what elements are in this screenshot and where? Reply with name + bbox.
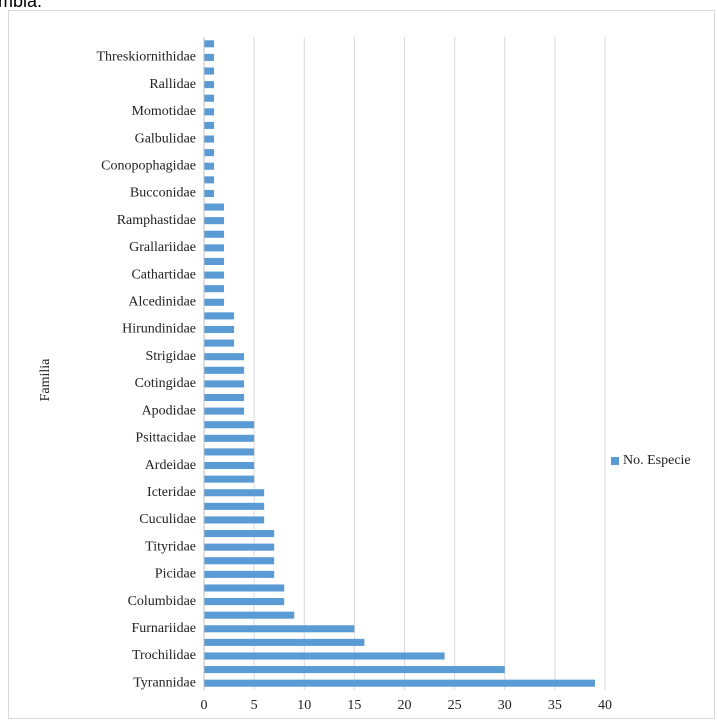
legend-swatch [611, 457, 619, 465]
x-tick-label: 35 [548, 698, 562, 713]
bar [204, 366, 245, 374]
x-tick-label: 40 [598, 698, 612, 713]
y-tick-label: Momotidae [131, 104, 196, 119]
y-tick-label: Strigidae [145, 349, 196, 364]
bar [204, 203, 225, 211]
y-tick-label: Tyrannidae [133, 675, 196, 690]
bar [204, 502, 265, 510]
y-tick-label: Threskiornithidae [96, 50, 196, 65]
y-tick-label: Grallariidae [129, 240, 196, 255]
y-tick-label: Furnariidae [131, 621, 196, 636]
bar [204, 421, 255, 429]
bar [204, 108, 215, 116]
bar [204, 543, 275, 551]
heading-fragment: mbia. [0, 0, 42, 11]
bar [204, 325, 235, 334]
y-tick-label: Trochilidae [132, 648, 196, 663]
bar [204, 584, 285, 592]
bar [204, 94, 215, 102]
bar [204, 638, 365, 646]
x-tick-label: 25 [448, 698, 462, 713]
y-tick-label: Picidae [155, 567, 196, 582]
bar [204, 53, 215, 61]
bar [204, 530, 275, 538]
bar [204, 679, 595, 687]
y-tick-label: Ramphastidae [117, 213, 196, 228]
y-axis-label: Familia [38, 358, 53, 402]
bar [204, 598, 285, 606]
bar [204, 298, 225, 306]
x-tick-label: 0 [201, 698, 208, 713]
y-tick-label: Hirundinidae [122, 322, 196, 337]
bar [204, 516, 265, 524]
bar [204, 652, 445, 660]
y-tick-label: Galbulidae [135, 131, 196, 146]
legend-label: No. Especie [623, 453, 691, 468]
bar [204, 189, 215, 197]
bar [204, 448, 255, 456]
x-tick-label: 30 [498, 698, 512, 713]
bar [204, 434, 255, 442]
x-tick-label: 15 [347, 698, 361, 713]
bar [204, 380, 245, 388]
y-tick-label: Cathartidae [131, 267, 196, 282]
y-tick-label: Apodidae [142, 403, 196, 418]
y-tick-label: Columbidae [128, 594, 196, 609]
y-tick-label: Icteridae [147, 485, 196, 500]
y-tick-label: Alcedinidae [128, 295, 196, 310]
x-tick-label: 10 [297, 698, 311, 713]
bar [204, 353, 245, 361]
bar [204, 312, 235, 320]
bar [204, 625, 355, 633]
bar [204, 176, 215, 184]
bar [204, 285, 225, 293]
y-tick-label: Cuculidae [139, 512, 196, 527]
bar [204, 407, 245, 415]
bar [204, 162, 215, 170]
bar [204, 339, 235, 347]
bar [204, 135, 215, 143]
bar [204, 393, 245, 402]
y-tick-label: Conopophagidae [101, 158, 196, 173]
bar [204, 257, 225, 266]
bar [204, 475, 255, 483]
bar [204, 81, 215, 89]
y-tick-label: Tityridae [145, 539, 196, 554]
bar [204, 67, 215, 75]
y-tick-label: Bucconidae [130, 186, 196, 201]
y-tick-label: Ardeidae [145, 458, 196, 473]
y-tick-label: Psittacidae [135, 431, 196, 446]
chart-border [8, 10, 715, 719]
bar [204, 217, 225, 225]
bar [204, 244, 225, 252]
bar [204, 271, 225, 279]
bar [204, 121, 215, 129]
bar [204, 557, 275, 565]
x-tick-label: 20 [398, 698, 412, 713]
x-tick-label: 5 [251, 698, 258, 713]
bar [204, 461, 255, 470]
bar [204, 570, 275, 578]
y-tick-label: Cotingidae [135, 376, 196, 391]
bar [204, 230, 225, 238]
bar [204, 489, 265, 497]
bar [204, 611, 295, 619]
bar [204, 40, 215, 48]
y-tick-label: Rallidae [149, 77, 196, 92]
bar [204, 666, 505, 674]
bar [204, 149, 215, 157]
